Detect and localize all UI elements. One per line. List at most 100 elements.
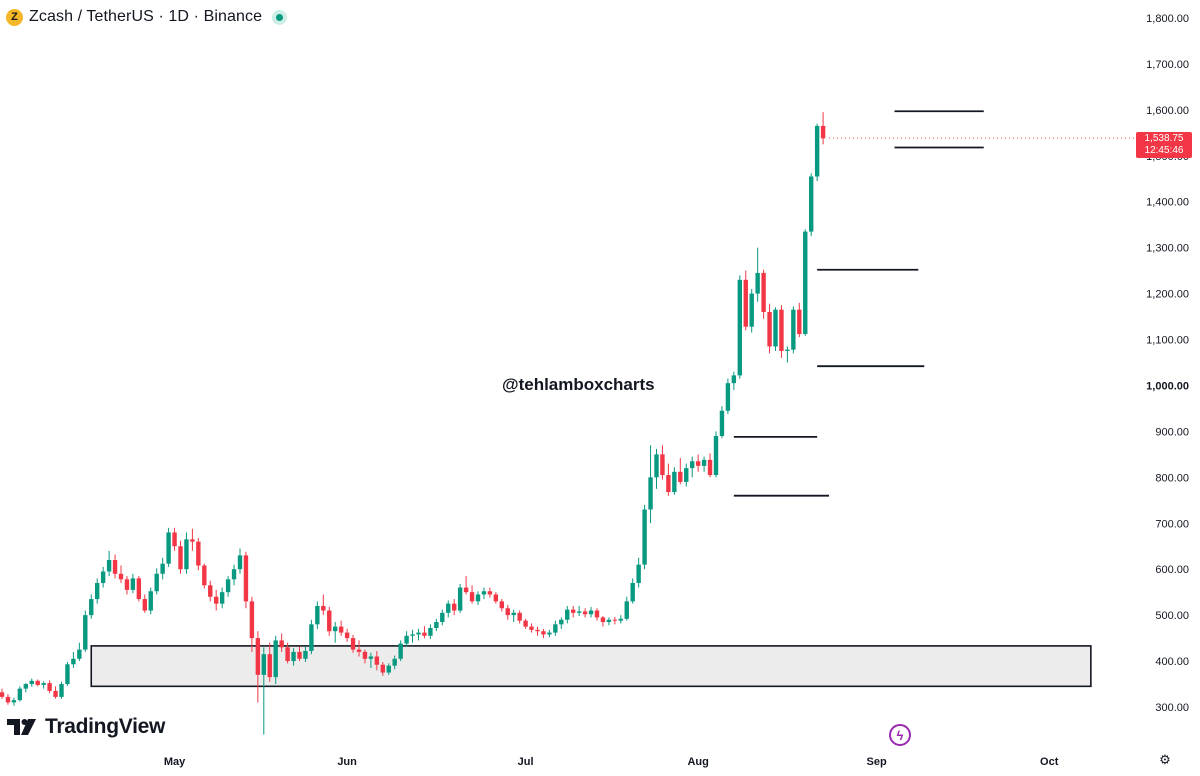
candle-body (327, 610, 332, 632)
candle (231, 564, 237, 586)
candle-body (231, 569, 237, 580)
candle-body (618, 618, 623, 621)
candle-body (761, 272, 766, 312)
candle (701, 456, 707, 472)
candle-body (273, 640, 278, 678)
candle (374, 650, 380, 671)
candle (0, 688, 5, 699)
candle-body (23, 684, 28, 689)
candle (130, 573, 136, 594)
candle (41, 681, 46, 689)
candle-body (398, 643, 403, 659)
candle-body (136, 578, 142, 600)
candle (773, 307, 778, 352)
candle-body (814, 125, 820, 177)
candle (190, 528, 195, 551)
candle-body (350, 638, 356, 650)
candle-body (737, 279, 742, 376)
support-zone-box[interactable] (90, 645, 1092, 688)
price-axis[interactable]: 1,800.001,700.001,600.001,500.001,400.00… (829, 13, 1189, 714)
time-tick-label: Sep (867, 756, 887, 768)
lightning-icon[interactable]: ϟ (889, 724, 911, 746)
candle-body (255, 638, 261, 675)
price-tick-label: 800.00 (1155, 472, 1189, 484)
candle (356, 640, 362, 657)
candle-body (106, 560, 112, 572)
candle (434, 618, 439, 632)
candle-body (160, 563, 165, 574)
candle-body (333, 626, 338, 632)
candle (53, 686, 58, 699)
candle (225, 576, 231, 597)
candle (214, 589, 219, 611)
candle-body (422, 632, 427, 636)
candle (481, 587, 487, 600)
time-tick-label: Jul (518, 756, 534, 768)
price-tick-label: 400.00 (1155, 656, 1189, 668)
candle-body (166, 532, 171, 564)
candle (814, 123, 820, 182)
candle-body (243, 555, 249, 602)
candle-body (148, 591, 153, 611)
candle-body (71, 658, 76, 665)
candle-body (457, 587, 463, 611)
candle (666, 463, 671, 496)
candle (523, 618, 528, 629)
candle-body (404, 635, 409, 644)
candle-body (713, 435, 719, 476)
candle-body (672, 471, 677, 493)
candle-body (440, 612, 445, 623)
candle (440, 609, 445, 626)
candle-body (237, 555, 243, 570)
candle-body (309, 624, 314, 651)
price-tick-label: 500.00 (1155, 610, 1189, 622)
candle-body (559, 619, 564, 625)
tradingview-mark-icon (7, 719, 36, 735)
candle (71, 651, 76, 668)
candle (243, 551, 249, 609)
candle (95, 578, 100, 604)
candle-body (517, 612, 522, 621)
candle (452, 599, 457, 616)
candle-body (172, 532, 177, 547)
candle (29, 678, 34, 687)
candle (35, 679, 40, 687)
candle (136, 576, 142, 602)
time-axis[interactable]: May Jun Jul Aug Sep Oct (164, 756, 1059, 768)
candle (291, 648, 296, 666)
candle-body (648, 477, 653, 510)
candle-body (505, 608, 510, 616)
candle-body (208, 585, 213, 597)
market-open-status-icon[interactable] (272, 9, 288, 25)
candle (196, 537, 201, 571)
candle-body (392, 658, 397, 666)
candle-body (481, 591, 487, 595)
chart-header: Z Zcash / TetherUS · 1D · Binance (6, 6, 288, 28)
candle-body (612, 619, 618, 621)
candle (624, 596, 629, 621)
candle (47, 680, 52, 694)
candle-body (541, 631, 546, 635)
candle-body (184, 539, 189, 570)
symbol-title[interactable]: Zcash / TetherUS · 1D · Binance (29, 8, 263, 25)
candle-body (303, 650, 308, 659)
candle-body (666, 475, 671, 493)
tradingview-logo[interactable]: TradingView (7, 715, 165, 739)
candle-body (475, 594, 481, 602)
candle-body (684, 468, 689, 482)
candle (791, 306, 796, 354)
candle (154, 568, 159, 595)
candle-body (95, 582, 100, 600)
candle-body (719, 410, 725, 436)
candle-body (368, 656, 374, 659)
candle (273, 635, 278, 685)
candle (327, 606, 332, 636)
gear-icon[interactable]: ⚙ (1159, 752, 1171, 767)
candle-body (225, 579, 231, 593)
candle (553, 620, 558, 636)
candle (118, 565, 124, 583)
candle-body (0, 692, 5, 697)
candle-body (594, 610, 600, 618)
